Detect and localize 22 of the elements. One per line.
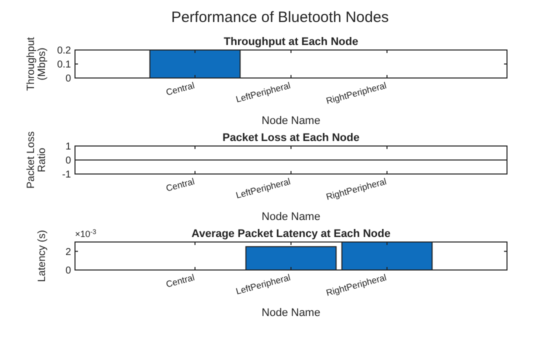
y-axis-title: Latency (s) [36,230,48,282]
y-tick-label: 2 [65,246,72,258]
chart-title: Throughput at Each Node [224,36,358,48]
text: Performance of Bluetooth Nodes [171,9,389,26]
x-axis-title: Node Name [262,115,320,127]
x-tick-label: Central [164,272,196,290]
y-tick-label: 0.2 [57,46,72,56]
y-tick-label: 1 [65,142,72,152]
x-axis-title: Node Name [262,211,320,223]
y-axis-title: Packet Loss Ratio [25,131,48,189]
x-tick-label: Central [164,176,196,194]
y-axis-title: Throughput (Mbps) [25,37,48,91]
y-tick-label: 0.1 [57,60,72,70]
chart-title: Packet Loss at Each Node [222,132,360,144]
y-tick-label: 0 [65,74,72,84]
x-axis-title: Node Name [262,307,320,319]
y-tick-label: 0 [65,156,72,166]
x-tick-label: Central [164,80,196,98]
text: ×10$^{-3}$ [75,228,97,239]
y-tick-label: 0 [65,266,72,276]
y-tick-label: -1 [62,170,72,180]
chart-title: Average Packet Latency at Each Node [192,228,390,240]
